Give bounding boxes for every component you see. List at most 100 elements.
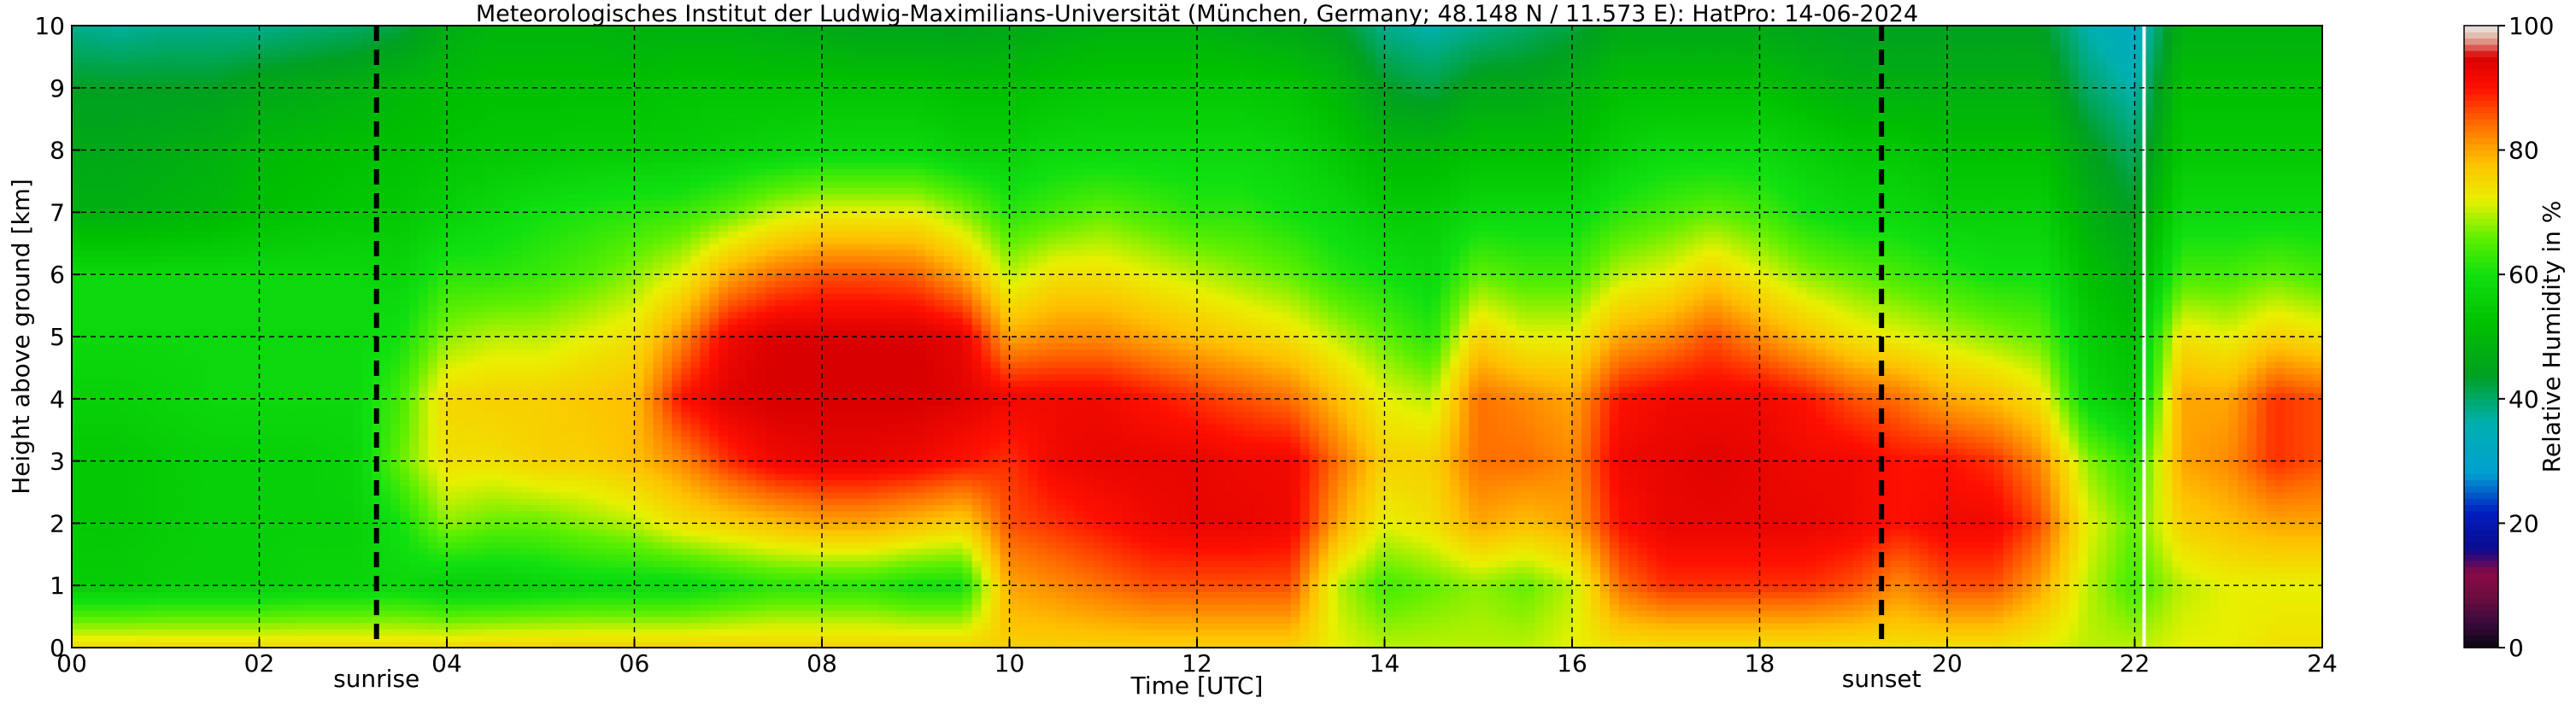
heatmap-cell bbox=[381, 591, 391, 599]
heatmap-cell bbox=[278, 206, 289, 213]
heatmap-cell bbox=[109, 286, 120, 294]
heatmap-cell bbox=[296, 392, 307, 400]
heatmap-cell bbox=[296, 517, 307, 524]
heatmap-cell bbox=[325, 150, 335, 157]
heatmap-cell bbox=[146, 187, 157, 195]
heatmap-cell bbox=[240, 337, 251, 343]
heatmap-cell bbox=[390, 337, 401, 343]
heatmap-cell bbox=[409, 597, 420, 605]
heatmap-cell bbox=[259, 430, 270, 437]
heatmap-cell bbox=[325, 498, 335, 506]
heatmap-cell bbox=[512, 305, 523, 313]
heatmap-cell bbox=[306, 423, 316, 431]
heatmap-cell bbox=[259, 311, 270, 319]
heatmap-cell bbox=[268, 392, 279, 400]
heatmap-cell bbox=[437, 168, 448, 176]
heatmap-cell bbox=[184, 466, 195, 474]
heatmap-cell bbox=[249, 417, 261, 425]
heatmap-cell bbox=[400, 548, 410, 555]
heatmap-cell bbox=[484, 492, 495, 499]
heatmap-cell bbox=[155, 392, 167, 400]
heatmap-cell bbox=[362, 449, 373, 455]
heatmap-cell bbox=[249, 150, 261, 157]
heatmap-cell bbox=[334, 119, 344, 126]
heatmap-cell bbox=[455, 231, 466, 238]
heatmap-cell bbox=[315, 299, 326, 307]
heatmap-cell bbox=[306, 604, 316, 611]
heatmap-cell bbox=[400, 168, 410, 176]
heatmap-cell bbox=[72, 417, 82, 425]
heatmap-cell bbox=[109, 87, 120, 95]
heatmap-cell bbox=[419, 510, 429, 518]
heatmap-cell bbox=[409, 231, 420, 238]
heatmap-cell bbox=[118, 591, 129, 599]
heatmap-cell bbox=[428, 572, 438, 580]
heatmap-cell bbox=[419, 150, 429, 157]
heatmap-cell bbox=[278, 373, 289, 381]
heatmap-cell bbox=[174, 361, 185, 368]
heatmap-cell bbox=[109, 231, 120, 238]
heatmap-cell bbox=[447, 392, 457, 400]
heatmap-cell bbox=[99, 392, 110, 400]
heatmap-cell bbox=[155, 94, 167, 101]
heatmap-cell bbox=[221, 318, 232, 326]
heatmap-cell bbox=[146, 423, 157, 431]
heatmap-cell bbox=[455, 280, 466, 288]
heatmap-cell bbox=[465, 243, 476, 250]
heatmap-cell bbox=[212, 585, 223, 593]
heatmap-cell bbox=[221, 373, 232, 381]
heatmap-cell bbox=[325, 330, 335, 337]
heatmap-cell bbox=[231, 224, 242, 232]
heatmap-cell bbox=[306, 367, 316, 375]
heatmap-cell bbox=[184, 411, 195, 419]
heatmap-cell bbox=[437, 436, 448, 443]
heatmap-cell bbox=[381, 461, 391, 468]
heatmap-cell bbox=[428, 305, 438, 313]
heatmap-cell bbox=[343, 199, 354, 207]
heatmap-cell bbox=[325, 162, 335, 170]
heatmap-cell bbox=[428, 473, 438, 481]
heatmap-cell bbox=[221, 106, 232, 114]
heatmap-cell bbox=[531, 498, 542, 506]
heatmap-cell bbox=[484, 32, 495, 39]
heatmap-cell bbox=[249, 249, 261, 256]
heatmap-cell bbox=[372, 641, 382, 648]
heatmap-cell bbox=[531, 367, 542, 375]
heatmap-cell bbox=[240, 361, 251, 368]
heatmap-cell bbox=[474, 461, 485, 468]
heatmap-cell bbox=[334, 529, 344, 537]
heatmap-cell bbox=[531, 466, 542, 474]
heatmap-cell bbox=[531, 218, 542, 226]
heatmap-cell bbox=[362, 379, 373, 387]
heatmap-cell bbox=[155, 373, 167, 381]
heatmap-cell bbox=[325, 405, 335, 412]
heatmap-cell bbox=[80, 355, 91, 362]
heatmap-cell bbox=[231, 280, 242, 288]
heatmap-cell bbox=[474, 87, 485, 95]
heatmap-cell bbox=[174, 616, 185, 624]
heatmap-cell bbox=[127, 212, 138, 220]
heatmap-cell bbox=[80, 181, 91, 188]
heatmap-cell bbox=[428, 442, 438, 449]
heatmap-cell bbox=[240, 138, 251, 144]
heatmap-cell bbox=[165, 535, 176, 543]
heatmap-cell bbox=[80, 367, 91, 375]
heatmap-cell bbox=[325, 206, 335, 213]
heatmap-cell bbox=[484, 62, 495, 70]
heatmap-cell bbox=[80, 466, 91, 474]
heatmap-cell bbox=[127, 560, 138, 567]
heatmap-cell bbox=[306, 224, 316, 232]
heatmap-cell bbox=[353, 373, 363, 381]
heatmap-cell bbox=[137, 162, 148, 170]
heatmap-cell bbox=[455, 461, 466, 468]
heatmap-cell bbox=[221, 461, 232, 468]
heatmap-cell bbox=[155, 473, 167, 481]
heatmap-cell bbox=[118, 144, 129, 151]
heatmap-cell bbox=[381, 398, 391, 406]
heatmap-cell bbox=[212, 616, 223, 624]
heatmap-cell bbox=[165, 343, 176, 350]
heatmap-cell bbox=[362, 473, 373, 481]
heatmap-cell bbox=[296, 311, 307, 319]
heatmap-cell bbox=[325, 641, 335, 648]
heatmap-cell bbox=[400, 255, 410, 263]
